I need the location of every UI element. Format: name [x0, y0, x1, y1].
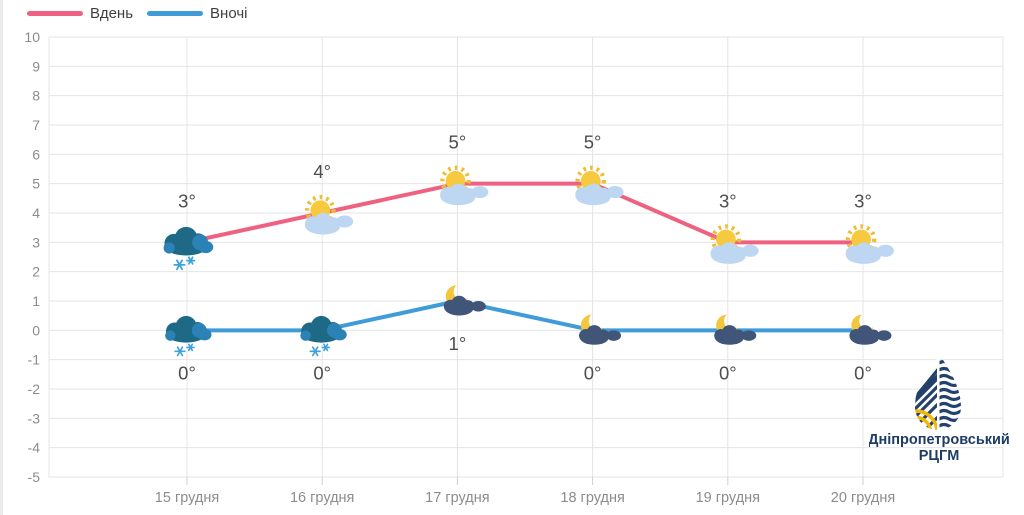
snow-cloud-icon — [162, 225, 215, 271]
logo-text-line2: РЦГМ — [919, 448, 960, 464]
y-tick-label: -4 — [28, 440, 41, 456]
temp-label: 0° — [313, 362, 331, 383]
x-axis-label: 19 грудня — [696, 490, 760, 506]
y-tick-label: 7 — [32, 117, 40, 133]
temp-label: 3° — [178, 190, 196, 211]
snow-cloud-icon — [299, 315, 348, 357]
sun-cloud-icon — [846, 226, 894, 263]
x-axis-label: 16 грудня — [290, 490, 354, 506]
y-tick-label: -5 — [28, 469, 41, 485]
legend-label-night: Вночі — [210, 5, 248, 22]
day-series-line — [185, 181, 865, 245]
temp-label: 0° — [854, 362, 872, 383]
temp-label: 3° — [719, 190, 737, 211]
y-tick-label: 4 — [32, 205, 40, 221]
snow-cloud-icon — [164, 315, 213, 357]
temp-label: 5° — [584, 132, 602, 153]
y-tick-label: -2 — [28, 381, 41, 397]
x-axis-label: 18 грудня — [560, 490, 624, 506]
temp-label: 1° — [449, 333, 467, 354]
y-tick-label: 2 — [32, 264, 40, 280]
page-left-border — [0, 0, 3, 515]
temp-label: 5° — [449, 132, 467, 153]
y-tick-label: 9 — [32, 58, 40, 74]
chart-legend: Вдень Вночі — [27, 5, 247, 22]
y-tick-label: 0 — [32, 322, 40, 338]
night-line-swatch — [147, 11, 204, 16]
y-tick-label: -3 — [28, 410, 41, 426]
sun-cloud-icon — [575, 168, 623, 206]
y-tick-label: 10 — [24, 29, 40, 45]
logo-text-line1: Дніпропетровський — [869, 432, 1010, 448]
x-axis-label: 17 грудня — [425, 490, 489, 506]
temp-label: 0° — [719, 362, 737, 383]
temp-label: 0° — [178, 362, 196, 383]
y-tick-label: 1 — [32, 293, 40, 309]
night-series-line — [185, 299, 865, 333]
day-line-swatch — [27, 11, 83, 16]
moon-cloud-icon — [443, 285, 486, 316]
y-tick-label: 5 — [32, 176, 40, 192]
y-tick-label: 3 — [32, 234, 40, 250]
y-tick-label: -1 — [28, 352, 41, 368]
x-axis-label: 15 грудня — [155, 490, 219, 506]
legend-item-night[interactable]: Вночі — [147, 5, 247, 22]
x-axis-label: 20 грудня — [831, 490, 895, 506]
temp-label: 3° — [854, 190, 872, 211]
legend-item-day[interactable]: Вдень — [27, 5, 133, 22]
legend-label-day: Вдень — [90, 5, 134, 22]
temp-label: 0° — [584, 362, 602, 383]
temp-label: 4° — [313, 161, 331, 182]
moon-cloud-icon — [849, 314, 892, 345]
org-logo: Дніпропетровський РЦГМ — [869, 352, 1010, 464]
y-tick-label: 8 — [32, 88, 40, 104]
sun-cloud-icon — [710, 226, 758, 263]
y-tick-label: 6 — [32, 146, 40, 162]
